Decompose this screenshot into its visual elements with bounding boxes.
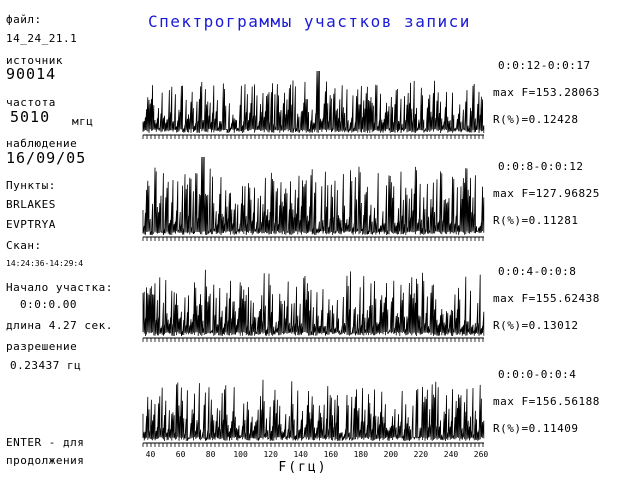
observation-label: наблюдение: [6, 137, 78, 150]
file-value: 14_24_21.1: [6, 32, 78, 45]
x-tick-label: 120: [263, 450, 278, 459]
frequency-label: частота: [6, 96, 56, 109]
panel-4-time-range: 0:0:0-0:0:4: [498, 368, 577, 381]
source-label: источник: [6, 54, 63, 67]
x-axis-label: F(гц): [278, 460, 327, 475]
resolution-label: разрешение: [6, 340, 78, 353]
x-tick-label: 40: [146, 450, 156, 459]
x-tick-label: 60: [176, 450, 186, 459]
sidebar-info: файл: 14_24_21.1 источник 90014 частота …: [0, 0, 140, 480]
file-label: файл:: [6, 13, 42, 26]
panel-1-max-frequency: max F=153.28063: [493, 86, 600, 99]
observation-date: 16/09/05: [6, 149, 87, 167]
point-2: EVPTRYA: [6, 218, 56, 231]
panel-2-max-frequency: max F=127.96825: [493, 187, 600, 200]
x-tick-label: 220: [414, 450, 429, 459]
segment-start-label: Начало участка:: [6, 281, 113, 294]
spectrum-trace-4: [142, 379, 485, 442]
x-tick-label: 240: [444, 450, 459, 459]
frequency-axis: 40 60 80 100 120 140 160 180 200 220 240 260 F(гц): [142, 134, 489, 475]
resolution-value: 0.23437 гц: [10, 359, 82, 372]
enter-hint[interactable]: ENTER - для: [6, 436, 85, 449]
panel-4-ratio: R(%)=0.11409: [493, 422, 579, 435]
segment-length: длина 4.27 сек.: [6, 319, 113, 332]
x-tick-label: 260: [474, 450, 489, 459]
x-tick-label: 80: [206, 450, 216, 459]
x-tick-label: 100: [233, 450, 248, 459]
scan-value: 14:24:36-14:29:4: [6, 259, 84, 268]
spectrum-trace-3: [142, 269, 485, 337]
panel-3-ratio: R(%)=0.13012: [493, 319, 579, 332]
spectrum-trace-1: [142, 70, 485, 134]
points-label: Пункты:: [6, 179, 56, 192]
panel-3-time-range: 0:0:4-0:0:8: [498, 265, 577, 278]
x-tick-label: 200: [384, 450, 399, 459]
x-tick-label: 140: [293, 450, 308, 459]
spectrum-traces: [142, 70, 485, 442]
panel-1-time-range: 0:0:12-0:0:17: [498, 59, 591, 72]
enter-hint-continued: продолжения: [6, 454, 85, 467]
panel-4-max-frequency: max F=156.56188: [493, 395, 600, 408]
panel-1-ratio: R(%)=0.12428: [493, 113, 579, 126]
panel-3-max-frequency: max F=155.62438: [493, 292, 600, 305]
spectrum-trace-2: [142, 156, 485, 236]
x-tick-label: 160: [324, 450, 339, 459]
panel-2-ratio: R(%)=0.11281: [493, 214, 579, 227]
frequency-value: 5010: [10, 108, 51, 126]
segment-start-value: 0:0:0.00: [20, 298, 77, 311]
point-1: BRLAKES: [6, 198, 56, 211]
frequency-unit: мгц: [72, 115, 94, 128]
panel-2-time-range: 0:0:8-0:0:12: [498, 160, 584, 173]
scan-label: Скан:: [6, 239, 42, 252]
source-value: 90014: [6, 65, 57, 83]
page-title: Спектрограммы участков записи: [148, 12, 471, 31]
x-tick-label: 180: [354, 450, 369, 459]
